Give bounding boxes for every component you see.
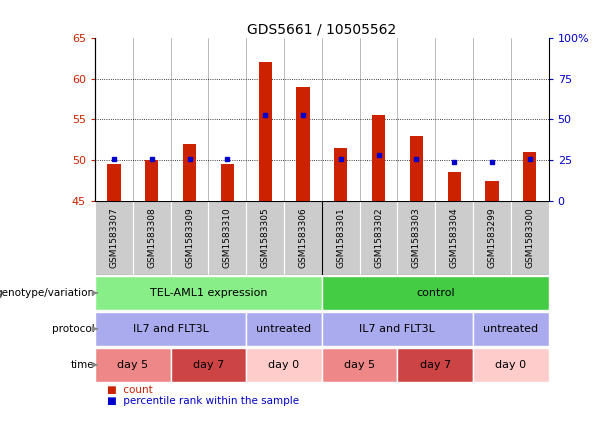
FancyBboxPatch shape — [511, 201, 549, 275]
FancyBboxPatch shape — [360, 201, 397, 275]
Bar — [372, 115, 385, 201]
FancyBboxPatch shape — [208, 201, 246, 275]
FancyBboxPatch shape — [170, 348, 246, 382]
Bar — [485, 181, 498, 201]
FancyBboxPatch shape — [95, 276, 322, 310]
Text: GSM1583305: GSM1583305 — [261, 208, 270, 268]
FancyBboxPatch shape — [435, 201, 473, 275]
Text: GSM1583300: GSM1583300 — [525, 208, 535, 268]
FancyBboxPatch shape — [473, 348, 549, 382]
FancyBboxPatch shape — [246, 348, 322, 382]
Text: day 0: day 0 — [268, 360, 300, 370]
Bar — [259, 63, 272, 201]
FancyBboxPatch shape — [133, 201, 170, 275]
Text: GSM1583307: GSM1583307 — [109, 208, 118, 268]
FancyBboxPatch shape — [322, 276, 549, 310]
Text: GSM1583302: GSM1583302 — [374, 208, 383, 268]
FancyBboxPatch shape — [95, 201, 133, 275]
FancyBboxPatch shape — [95, 312, 246, 346]
Text: day 5: day 5 — [344, 360, 375, 370]
Bar — [334, 148, 348, 201]
Bar — [447, 173, 461, 201]
FancyBboxPatch shape — [95, 348, 170, 382]
Text: protocol: protocol — [51, 324, 94, 334]
Text: GSM1583303: GSM1583303 — [412, 208, 421, 268]
FancyBboxPatch shape — [170, 201, 208, 275]
Bar — [296, 87, 310, 201]
FancyBboxPatch shape — [322, 312, 473, 346]
Bar — [183, 144, 196, 201]
Text: untreated: untreated — [256, 324, 311, 334]
Text: day 7: day 7 — [193, 360, 224, 370]
Bar — [221, 164, 234, 201]
Text: genotype/variation: genotype/variation — [0, 288, 94, 298]
Text: control: control — [416, 288, 455, 298]
Text: untreated: untreated — [483, 324, 538, 334]
Text: GSM1583299: GSM1583299 — [487, 208, 497, 268]
FancyBboxPatch shape — [246, 312, 322, 346]
Text: GSM1583304: GSM1583304 — [449, 208, 459, 268]
Text: IL7 and FLT3L: IL7 and FLT3L — [359, 324, 435, 334]
Text: GSM1583310: GSM1583310 — [223, 208, 232, 268]
Text: GSM1583309: GSM1583309 — [185, 208, 194, 268]
Title: GDS5661 / 10505562: GDS5661 / 10505562 — [247, 23, 397, 37]
Text: IL7 and FLT3L: IL7 and FLT3L — [132, 324, 208, 334]
FancyBboxPatch shape — [246, 201, 284, 275]
Text: TEL-AML1 expression: TEL-AML1 expression — [150, 288, 267, 298]
Text: time: time — [70, 360, 94, 370]
Text: day 0: day 0 — [495, 360, 527, 370]
Text: GSM1583301: GSM1583301 — [336, 208, 345, 268]
FancyBboxPatch shape — [322, 201, 360, 275]
Text: ■  percentile rank within the sample: ■ percentile rank within the sample — [107, 396, 299, 406]
Text: day 5: day 5 — [117, 360, 148, 370]
Bar — [107, 164, 121, 201]
FancyBboxPatch shape — [397, 201, 435, 275]
Text: day 7: day 7 — [420, 360, 451, 370]
Bar — [409, 136, 423, 201]
Text: GSM1583306: GSM1583306 — [299, 208, 308, 268]
FancyBboxPatch shape — [473, 201, 511, 275]
Text: ■  count: ■ count — [107, 385, 153, 395]
FancyBboxPatch shape — [397, 348, 473, 382]
FancyBboxPatch shape — [473, 312, 549, 346]
FancyBboxPatch shape — [322, 348, 397, 382]
Bar — [145, 160, 158, 201]
Bar — [523, 152, 536, 201]
FancyBboxPatch shape — [284, 201, 322, 275]
Text: GSM1583308: GSM1583308 — [147, 208, 156, 268]
